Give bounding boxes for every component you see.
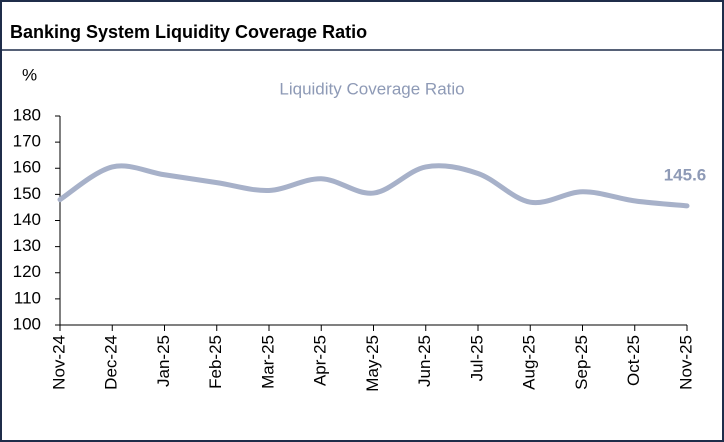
x-tick-label: Dec-24: [102, 335, 121, 390]
x-tick-label: Jun-25: [415, 335, 434, 387]
y-tick-label: 150: [13, 184, 41, 203]
y-axis-label: %: [22, 65, 37, 84]
y-tick-label: 140: [13, 210, 41, 229]
chart-title: Banking System Liquidity Coverage Ratio: [10, 22, 367, 42]
y-tick-label: 110: [14, 288, 41, 307]
x-tick-label: Nov-25: [676, 335, 695, 390]
y-tick-label: 170: [13, 132, 41, 151]
x-tick-label: Feb-25: [206, 335, 225, 389]
legend-entry: Liquidity Coverage Ratio: [279, 79, 464, 98]
x-tick-label: Nov-24: [49, 335, 68, 390]
x-tick-label: May-25: [363, 335, 382, 392]
y-tick-label: 180: [13, 105, 41, 124]
data-label: 145.6: [664, 165, 707, 184]
y-tick-label: 100: [13, 314, 41, 333]
x-tick-label: Aug-25: [520, 335, 539, 390]
x-tick-label: Sep-25: [572, 335, 591, 390]
y-tick-label: 160: [13, 158, 41, 177]
y-tick-label: 130: [13, 236, 41, 255]
x-tick-label: Apr-25: [311, 335, 330, 386]
y-tick-label: 120: [13, 262, 41, 281]
x-tick-label: Jan-25: [154, 335, 173, 387]
line-series: [57, 163, 690, 209]
x-tick-label: Mar-25: [258, 335, 277, 389]
x-tick-label: Jul-25: [467, 335, 486, 381]
x-tick-label: Oct-25: [624, 335, 643, 386]
